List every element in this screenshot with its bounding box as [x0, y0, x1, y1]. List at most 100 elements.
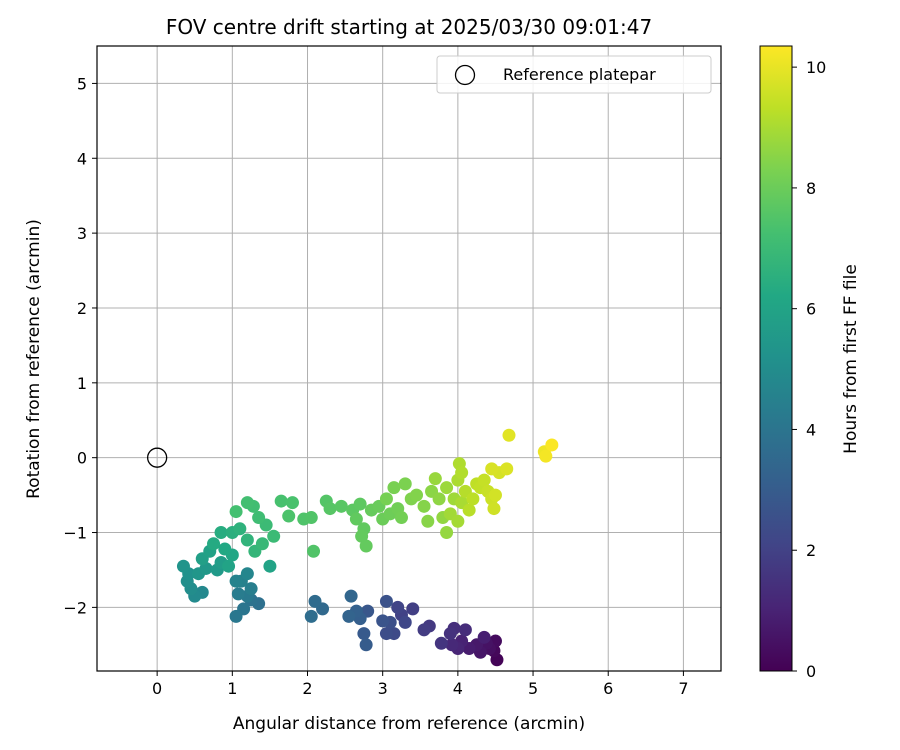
data-point: [455, 466, 469, 480]
data-point: [539, 449, 553, 463]
data-point: [308, 594, 322, 608]
data-point: [502, 428, 516, 442]
data-point: [462, 503, 476, 517]
data-point: [240, 567, 254, 581]
data-point: [267, 529, 281, 543]
plot-frame: [96, 45, 722, 672]
data-point: [406, 602, 420, 616]
colorbar-tick-label: 8: [806, 179, 816, 198]
data-point: [379, 627, 393, 641]
data-point: [379, 492, 393, 506]
data-point: [222, 559, 236, 573]
data-point: [545, 438, 559, 452]
data-point: [349, 512, 363, 526]
data-point: [487, 502, 501, 516]
data-point: [434, 636, 448, 650]
data-point: [458, 623, 472, 637]
data-point: [304, 609, 318, 623]
data-point: [440, 481, 454, 495]
data-point: [353, 497, 367, 511]
data-point: [355, 529, 369, 543]
data-point: [233, 522, 247, 536]
legend-box: Reference platepar: [436, 55, 712, 94]
data-point: [255, 537, 269, 551]
data-point: [376, 614, 390, 628]
y-tick-label: 3: [77, 224, 87, 243]
y-tick-label: −1: [63, 524, 87, 543]
data-point: [488, 488, 502, 502]
data-point: [466, 492, 480, 506]
data-point: [417, 623, 431, 637]
data-point: [387, 481, 401, 495]
data-point: [218, 542, 232, 556]
data-point: [176, 559, 190, 573]
y-tick-label: 5: [77, 74, 87, 93]
colorbar-tick-label: 2: [806, 541, 816, 560]
data-point: [477, 630, 491, 644]
data-point: [398, 477, 412, 491]
data-point: [229, 505, 243, 519]
legend-reference-marker-icon: [454, 64, 476, 86]
data-point: [285, 496, 299, 510]
data-point: [323, 502, 337, 516]
x-axis-ticks: 0 1 2 3 4 5 6 7: [152, 671, 689, 698]
data-point: [432, 492, 446, 506]
data-point: [451, 514, 465, 528]
data-point: [421, 514, 435, 528]
x-tick-label: 7: [678, 679, 688, 698]
data-point: [229, 609, 243, 623]
data-point: [440, 526, 454, 540]
data-point: [445, 638, 459, 652]
data-point: [485, 462, 499, 476]
colorbar-tick-label: 6: [806, 300, 816, 319]
data-point: [443, 627, 457, 641]
colorbar-tick-label: 0: [806, 662, 816, 681]
chart-title: FOV centre drift starting at 2025/03/30 …: [166, 15, 652, 39]
data-point: [231, 587, 245, 601]
scatter-points: [176, 428, 559, 667]
data-point: [274, 494, 288, 508]
data-point: [307, 544, 321, 558]
reference-platepar-point: [146, 447, 168, 468]
x-tick-label: 2: [302, 679, 312, 698]
data-point: [342, 609, 356, 623]
data-point: [379, 594, 393, 608]
data-point: [398, 615, 412, 629]
colorbar-tick-label: 10: [806, 58, 826, 77]
data-point: [391, 600, 405, 614]
data-point: [359, 539, 373, 553]
x-tick-label: 6: [603, 679, 613, 698]
colorbar-tick-label: 4: [806, 420, 816, 439]
colorbar: [759, 45, 793, 672]
y-tick-label: −2: [63, 598, 87, 617]
y-axis-ticks: −2 −1 0 1 2 3 4 5: [63, 74, 97, 617]
data-point: [252, 511, 266, 525]
data-point: [282, 509, 296, 523]
y-tick-label: 0: [77, 449, 87, 468]
data-point: [357, 627, 371, 641]
x-tick-label: 5: [528, 679, 538, 698]
data-point: [428, 472, 442, 486]
data-point: [199, 561, 213, 575]
grid-lines: [97, 46, 721, 671]
data-point: [240, 496, 254, 510]
data-point: [304, 511, 318, 525]
data-point: [344, 589, 358, 603]
data-point: [240, 533, 254, 547]
data-point: [334, 499, 348, 513]
colorbar-label: Hours from first FF file: [841, 264, 861, 454]
x-tick-label: 0: [152, 679, 162, 698]
x-axis-label: Angular distance from reference (arcmin): [233, 714, 585, 734]
data-point: [394, 511, 408, 525]
data-point: [417, 499, 431, 513]
data-point: [263, 559, 277, 573]
reference-marker: [146, 447, 168, 468]
y-axis-label: Rotation from reference (arcmin): [24, 219, 44, 499]
data-point: [207, 537, 221, 551]
legend-reference-label: Reference platepar: [503, 65, 656, 84]
data-point: [359, 638, 373, 652]
y-tick-label: 2: [77, 299, 87, 318]
y-tick-label: 4: [77, 149, 87, 168]
data-point: [500, 462, 514, 476]
